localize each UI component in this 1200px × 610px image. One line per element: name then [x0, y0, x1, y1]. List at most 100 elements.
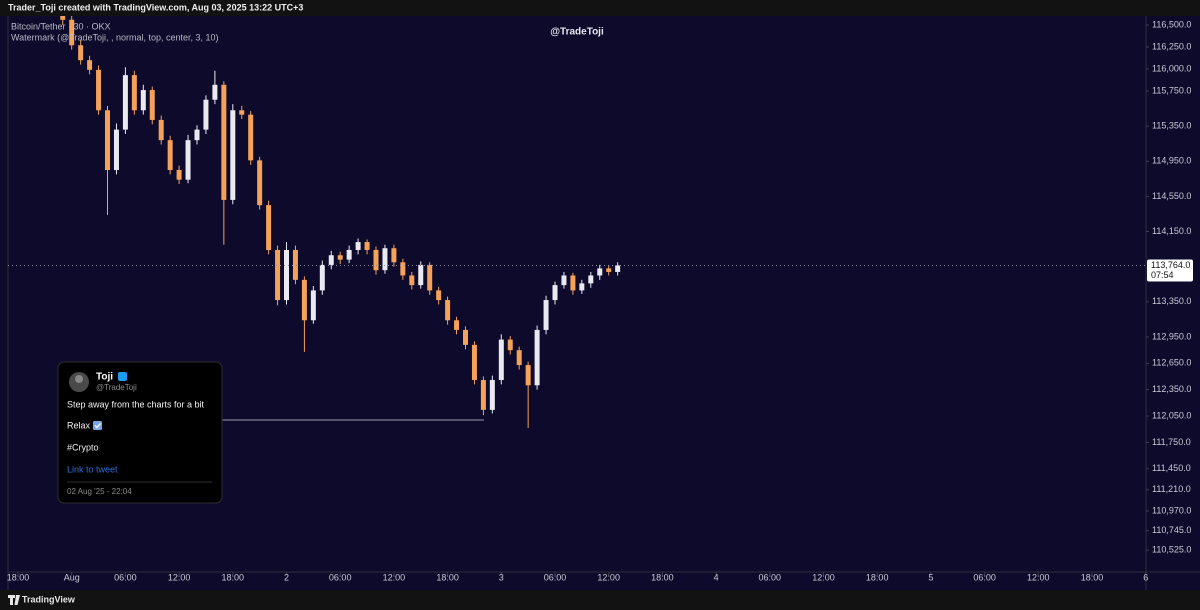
y-tick-label: 112,350.0: [1152, 384, 1191, 394]
candle-body: [275, 249, 281, 301]
x-tick-label: 12:00: [1027, 572, 1050, 582]
candle-body: [507, 339, 513, 351]
avatar-head: [75, 375, 83, 383]
x-tick-label: 6: [1143, 572, 1148, 582]
header-bar: [0, 0, 1200, 16]
x-tick-label: 12:00: [597, 572, 620, 582]
y-tick-label: 116,000.0: [1152, 63, 1191, 73]
candle-body: [310, 290, 316, 321]
tweet-handle: @TradeToji: [96, 383, 137, 392]
tweet-card: Toji @TradeToji Step away from the chart…: [57, 361, 223, 504]
badge: [118, 372, 127, 381]
x-tick-label: 12:00: [168, 572, 191, 582]
candle-body: [105, 110, 110, 171]
y-tick-label: 114,950.0: [1152, 156, 1191, 166]
candle-body: [122, 75, 128, 130]
candle-body: [140, 90, 146, 111]
tweet-line: Relax: [67, 420, 91, 430]
y-tick-label: 115,750.0: [1152, 85, 1191, 95]
candle-body: [552, 285, 558, 301]
candle-body: [113, 129, 119, 171]
candle-body: [606, 268, 612, 272]
x-tick-label: 18:00: [866, 572, 889, 582]
candle-body: [471, 344, 477, 381]
candle-body: [203, 99, 209, 130]
check-mark: [94, 423, 101, 429]
footer-bar: [0, 590, 1200, 610]
candle-body: [78, 45, 84, 61]
candle-body: [534, 329, 540, 386]
x-tick-label: 12:00: [383, 572, 406, 582]
candle-body: [400, 262, 406, 276]
y-tick-label: 112,950.0: [1152, 331, 1191, 341]
x-tick-label: 18:00: [651, 572, 674, 582]
candle-body: [516, 350, 522, 366]
candle-body: [69, 19, 75, 46]
y-tick-label: 112,650.0: [1152, 358, 1191, 368]
y-tick-label: 116,500.0: [1152, 19, 1191, 29]
x-tick-label: 18:00: [436, 572, 459, 582]
card-bg: [57, 361, 223, 504]
y-tick-label: 114,150.0: [1152, 226, 1191, 236]
y-tick-label: 114,550.0: [1152, 191, 1191, 201]
candle-body: [131, 75, 137, 111]
y-tick-label: 111,210.0: [1152, 484, 1191, 494]
candles: [60, 16, 621, 428]
candle-body: [87, 60, 93, 70]
candle-body: [239, 110, 245, 115]
y-tick-label: 113,350.0: [1152, 296, 1191, 306]
candle-body: [561, 275, 567, 286]
candle-body: [185, 140, 191, 180]
x-tick-label: 18:00: [222, 572, 245, 582]
x-tick-label: 2: [284, 572, 289, 582]
footer-brand: TradingView: [22, 594, 76, 604]
candle-body: [292, 249, 298, 280]
tweet-date: 02 Aug '25 - 22:04: [67, 487, 132, 496]
candle-body: [266, 205, 272, 250]
candle-body: [346, 249, 352, 260]
candle-body: [427, 264, 433, 291]
candle-body: [167, 140, 173, 171]
candle-body: [480, 380, 486, 410]
y-tick-label: 115,350.0: [1152, 120, 1191, 130]
candle-body: [248, 114, 254, 161]
candle-body: [382, 248, 388, 271]
price-label-box: [1147, 259, 1193, 282]
tweet-line: #Crypto: [67, 442, 99, 452]
candle-body: [176, 170, 182, 180]
candle-body: [355, 242, 361, 250]
candle-body: [373, 249, 379, 271]
x-tick-label: 12:00: [812, 572, 835, 582]
x-tick-label: 3: [499, 572, 504, 582]
candle-body: [212, 84, 218, 100]
candle-body: [409, 275, 415, 286]
candle-body: [337, 255, 343, 260]
y-tick-label: 111,750.0: [1152, 437, 1191, 447]
x-tick-label: 18:00: [1081, 572, 1104, 582]
tweet-name: Toji: [96, 372, 113, 383]
candle-body: [579, 283, 585, 291]
candle-body: [543, 300, 549, 330]
tweet-line: Step away from the charts for a bit: [67, 399, 205, 409]
candle-body: [588, 275, 594, 284]
candle-body: [489, 380, 495, 410]
candle-body: [230, 110, 236, 200]
y-tick-label: 110,745.0: [1152, 525, 1191, 535]
candle-body: [149, 90, 155, 120]
x-tick-label: 4: [714, 572, 719, 582]
y-tick-label: 116,250.0: [1152, 41, 1191, 51]
candle-body: [328, 255, 334, 265]
x-tick-label: 06:00: [973, 572, 996, 582]
candle-body: [221, 84, 227, 200]
tv-logo: [8, 595, 20, 605]
x-tick-label: Aug: [64, 572, 80, 582]
candle-body: [194, 129, 200, 141]
header-text: Trader_Toji created with TradingView.com…: [8, 2, 303, 12]
candle-body: [391, 248, 397, 263]
candle-body: [597, 268, 603, 276]
candle-body: [454, 320, 460, 330]
x-tick-label: 06:00: [544, 572, 567, 582]
tweet-link[interactable]: Link to tweet: [67, 464, 118, 474]
watermark: @TradeToji: [550, 27, 604, 38]
